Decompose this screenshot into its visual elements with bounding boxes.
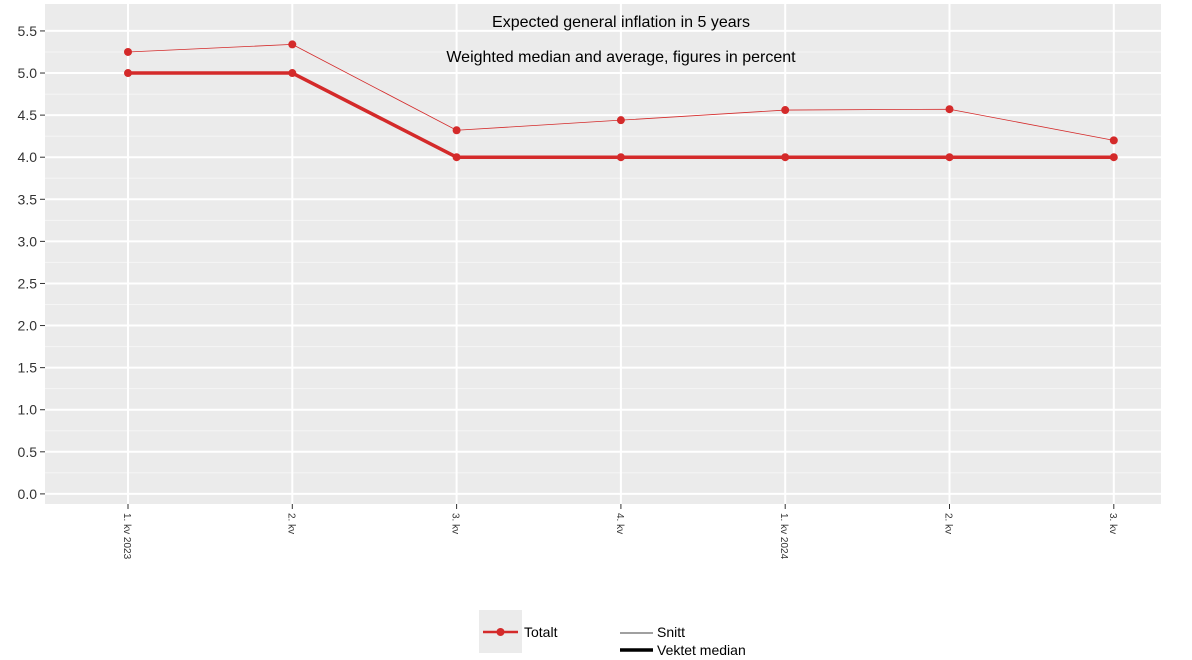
y-tick-label: 5.0	[18, 65, 38, 81]
x-tick-label: 2. kv	[943, 513, 954, 534]
data-point-vektet-median	[452, 153, 461, 162]
data-point-snitt	[124, 47, 132, 56]
y-tick-label: 2.0	[18, 318, 38, 334]
y-tick-label: 4.5	[18, 107, 38, 123]
x-tick-label: 2. kv	[285, 513, 296, 534]
y-tick-label: 2.5	[18, 275, 38, 291]
y-tick-label: 3.5	[18, 191, 38, 207]
legend-label-totalt: Totalt	[524, 624, 558, 640]
data-point-vektet-median	[288, 69, 297, 78]
data-point-vektet-median	[781, 153, 790, 162]
data-point-snitt	[1109, 136, 1118, 145]
data-point-snitt	[781, 106, 790, 115]
data-point-vektet-median	[945, 153, 954, 162]
x-tick-label: 1. kv 2023	[121, 513, 132, 560]
data-point-snitt	[945, 105, 954, 114]
y-tick-label: 4.0	[18, 149, 38, 165]
y-axis: 0.0 0.5 1.0 1.5 2.0 2.5 3.0 3.5 4.0 4.5 5.0 5.5	[18, 23, 45, 502]
x-tick-label: 3. kv	[1107, 513, 1118, 534]
y-tick-label: 0.0	[18, 486, 38, 502]
x-tick-label: 3. kv	[450, 513, 461, 534]
legend: Totalt Snitt Vektet median	[479, 610, 746, 658]
plot-panel	[45, 4, 1161, 504]
y-tick-label: 1.5	[18, 360, 38, 376]
legend-key-totalt-marker	[496, 628, 505, 636]
chart-title: Expected general inflation in 5 years	[492, 14, 750, 31]
grid-lines	[45, 4, 1161, 504]
series-lines	[124, 40, 1118, 162]
y-tick-label: 3.0	[18, 233, 38, 249]
x-tick-label: 1. kv 2024	[778, 513, 789, 560]
data-point-snitt	[616, 116, 625, 125]
y-tick-label: 1.0	[18, 402, 38, 418]
chart-subtitle: Weighted median and average, figures in …	[446, 49, 796, 66]
data-point-snitt	[288, 40, 297, 49]
data-point-snitt	[452, 126, 461, 135]
x-axis: 1. kv 2023 2. kv 3. kv 4. kv 1. kv 2024 2. kv…	[121, 504, 1118, 560]
data-point-vektet-median	[616, 153, 625, 162]
data-point-vektet-median	[124, 69, 132, 78]
x-tick-label: 4. kv	[614, 513, 625, 534]
legend-label-snitt: Snitt	[657, 624, 685, 640]
data-point-vektet-median	[1109, 153, 1118, 162]
y-tick-label: 5.5	[18, 23, 38, 39]
legend-label-vektet-median: Vektet median	[657, 642, 746, 658]
y-tick-label: 0.5	[18, 444, 38, 460]
